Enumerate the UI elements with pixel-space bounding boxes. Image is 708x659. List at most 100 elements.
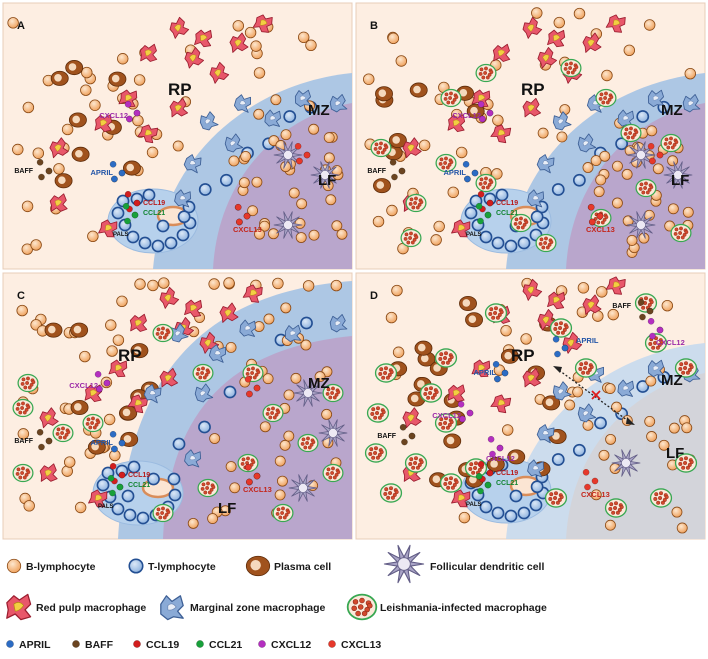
- t-lymphocyte: [615, 137, 629, 151]
- b-lymphocyte: [623, 44, 636, 57]
- b-lymphocyte: [501, 424, 514, 436]
- red-pulp-macrophage: [522, 367, 542, 388]
- red-pulp-macrophage: [98, 219, 118, 238]
- april-dot: [494, 375, 501, 383]
- b-lymphocyte: [103, 413, 116, 426]
- april-label: APRIL: [91, 438, 114, 447]
- leishmania-infected-macrophage: [670, 223, 692, 243]
- plasma-cell: [459, 295, 477, 312]
- b-lymphocyte: [263, 313, 275, 325]
- block-cross-icon: [591, 390, 601, 400]
- t-lymphocyte: [147, 472, 160, 486]
- ccl19-label: CCL19: [496, 200, 518, 207]
- red-pulp-macrophage: [582, 294, 602, 315]
- b-lymphocyte: [244, 26, 257, 39]
- cxcl13-dot: [246, 390, 253, 398]
- april-dot: [118, 169, 126, 177]
- b-lymphocyte: [268, 228, 279, 240]
- b-lymphocyte: [559, 104, 571, 115]
- b-lymphocyte: [283, 430, 295, 442]
- marginal-zone-macrophage: [184, 449, 202, 468]
- cxcl12-label-2: CXCL12: [486, 454, 515, 463]
- b-lymphocyte: [240, 150, 252, 162]
- b-lymphocyte: [30, 239, 42, 251]
- pals-label: PALS: [466, 502, 482, 508]
- cxcl12-label: CXCL12: [99, 111, 128, 120]
- marginal-zone-macrophage: [682, 94, 701, 113]
- red-pulp-macrophage: [402, 137, 422, 159]
- b-lymphocyte: [681, 422, 693, 434]
- t-lymphocyte: [111, 502, 125, 516]
- cxcl12-dot: [103, 379, 111, 387]
- t-lymphocyte: [479, 500, 493, 514]
- b-lymphocyte: [573, 7, 586, 20]
- follicular-dendritic-cell: [611, 449, 641, 477]
- cxcl13-dot: [582, 468, 590, 476]
- b-lymphocyte: [556, 131, 568, 143]
- rp-label: RP: [521, 80, 545, 99]
- leishmania-infected-macrophage: [364, 443, 388, 463]
- leishmania-infected-macrophage: [674, 453, 698, 473]
- leishmania-infected-macrophage: [574, 358, 598, 378]
- cxcl13-dot: [253, 384, 261, 392]
- b-lymphocyte: [321, 408, 333, 420]
- red-pulp-macrophage: [490, 124, 512, 144]
- b-lymphocyte: [79, 350, 91, 363]
- marginal-zone-macrophage: [577, 133, 597, 153]
- plasma-cell: [70, 399, 89, 416]
- red-pulp-macrophage: [137, 124, 159, 144]
- red-pulp-macrophage: [537, 47, 557, 69]
- red-pulp-macrophage: [184, 47, 204, 69]
- april-dot: [462, 160, 470, 168]
- marginal-zone-macrophage: [617, 109, 635, 127]
- b-lymphocyte: [259, 421, 271, 433]
- ccl19-label: CCL19: [496, 470, 518, 477]
- t-lymphocyte: [142, 188, 156, 202]
- b-lymphocyte: [253, 108, 265, 120]
- b-lymphocyte: [105, 319, 117, 331]
- b-lymphocyte: [158, 277, 170, 289]
- b-lymphocyte: [12, 143, 24, 156]
- b-lymphocyte: [274, 455, 286, 467]
- marginal-zone-macrophage: [183, 154, 202, 174]
- plasma-cell: [500, 348, 519, 364]
- follicular-dendritic-cell: [288, 474, 318, 502]
- t-lymphocyte: [464, 206, 478, 220]
- ccl19-dot: [133, 199, 141, 207]
- plasma-cell: [373, 178, 391, 194]
- baff-label: BAFF: [14, 168, 33, 175]
- leishmania-infected-macrophage: [674, 358, 698, 378]
- baff-dot: [399, 423, 407, 431]
- legend-ccl21: CCL21: [209, 639, 242, 651]
- b-lymphocyte: [274, 489, 286, 501]
- leishmania-infected-macrophage: [434, 413, 458, 433]
- cxcl13-dot: [234, 203, 242, 211]
- ccl21-dot: [475, 472, 483, 480]
- marginal-zone-macrophage: [264, 109, 282, 127]
- b-lymphocyte: [611, 401, 622, 413]
- leishmania-infected-macrophage: [510, 213, 532, 233]
- legend-dot-ccl21: [196, 640, 204, 648]
- leishmania-infected-macrophage: [464, 458, 488, 478]
- baff-dot: [45, 437, 53, 445]
- migration-arrow: [555, 367, 632, 424]
- follicle-region: [213, 103, 352, 269]
- red-pulp-macrophage: [129, 313, 148, 332]
- t-lymphocyte: [504, 509, 518, 523]
- t-lymphocyte: [517, 506, 531, 520]
- b-lymphocyte: [74, 501, 87, 514]
- arrow-head: [553, 366, 562, 373]
- red-pulp-macrophage: [209, 61, 230, 84]
- legend-dot-cxcl13: [328, 640, 336, 648]
- ccl21-dot: [477, 487, 484, 495]
- leishmania-infected-macrophage: [374, 363, 398, 383]
- baff-dot: [637, 298, 645, 306]
- t-lymphocyte: [479, 230, 493, 244]
- marginal-zone-macrophage: [552, 111, 572, 131]
- april-dot: [109, 430, 117, 438]
- b-lymphocyte: [112, 334, 125, 346]
- cxcl13-dot: [649, 157, 656, 165]
- t-lymphocyte: [164, 236, 178, 250]
- leishmania-infected-macrophage: [620, 123, 642, 143]
- red-pulp-macrophage: [184, 299, 203, 318]
